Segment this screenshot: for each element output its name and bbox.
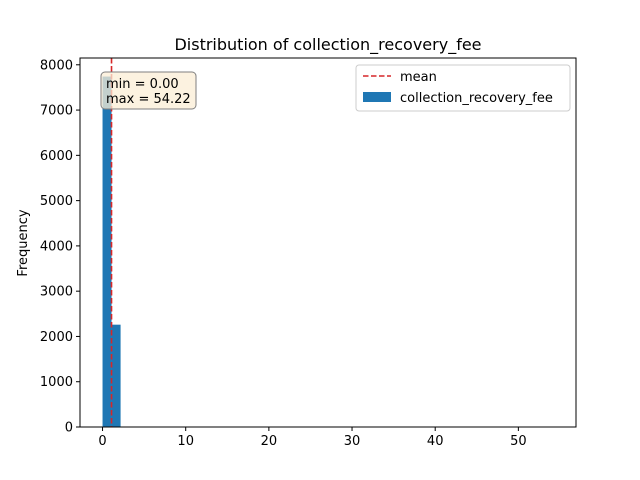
y-tick-label: 6000	[40, 149, 73, 164]
legend-series-label: collection_recovery_fee	[400, 91, 553, 106]
legend-box	[355, 64, 571, 112]
x-tick-label: 30	[344, 434, 361, 449]
x-tick-label: 10	[177, 434, 194, 449]
y-tick-label: 3000	[40, 285, 73, 300]
y-tick-label: 5000	[40, 194, 73, 209]
y-tick-label: 8000	[40, 58, 73, 73]
y-tick-label: 7000	[40, 104, 73, 119]
annotation-max: max = 54.22	[106, 92, 191, 107]
legend-series-swatch	[363, 92, 391, 102]
y-axis-label: Frequency	[16, 209, 31, 276]
x-tick-label: 40	[427, 434, 444, 449]
x-tick-label: 0	[98, 434, 106, 449]
legend: mean collection_recovery_fee	[355, 64, 571, 112]
x-tick-label: 50	[510, 434, 527, 449]
annotation-min: min = 0.00	[106, 77, 179, 92]
y-tick-label: 0	[65, 421, 73, 436]
y-tick-label: 2000	[40, 330, 73, 345]
histogram-bar-1	[111, 324, 121, 427]
chart-title: Distribution of collection_recovery_fee	[174, 35, 481, 55]
x-tick-label: 20	[261, 434, 278, 449]
histogram-bar-0	[102, 76, 112, 428]
annotation-box	[100, 71, 197, 110]
stats-annotation: min = 0.00 max = 54.22	[100, 71, 197, 110]
y-tick-label: 1000	[40, 375, 73, 390]
y-tick-label: 4000	[40, 239, 73, 254]
legend-mean-label: mean	[400, 70, 437, 85]
plot-area: 0 10 20 30 40 50 0 1000 2000 3000 4000 5000 6000 7000…	[40, 58, 527, 449]
plot-frame	[79, 57, 577, 428]
